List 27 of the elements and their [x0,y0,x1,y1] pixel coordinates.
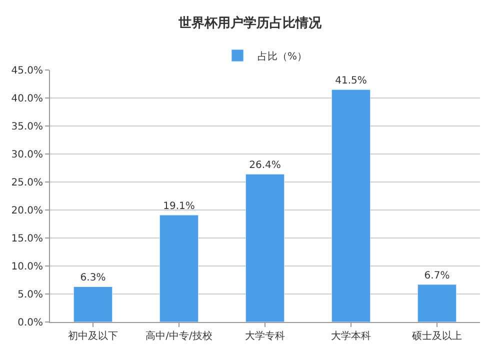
data-label: 19.1% [163,201,195,212]
x-tick-label: 大学本科 [331,330,371,342]
x-tick-label: 高中/中专/技校 [146,330,212,342]
y-tick-label: 45.0% [11,66,43,76]
y-tick-label: 30.0% [11,150,43,160]
bar [417,284,457,322]
bar [245,174,285,322]
y-tick-label: 5.0% [18,290,43,300]
legend-label: 占比（%） [258,50,308,62]
y-tick-label: 0.0% [18,318,43,328]
data-label: 6.7% [424,270,450,282]
y-tick-label: 25.0% [11,178,43,188]
bar [159,214,199,322]
data-label: 41.5% [335,76,367,87]
y-tick-label: 10.0% [11,262,43,272]
data-label: 26.4% [249,160,281,172]
x-tick-label: 大学专科 [245,330,285,342]
y-tick-label: 40.0% [11,94,43,104]
bar [73,286,113,322]
bar [331,89,371,322]
y-tick-label: 35.0% [11,122,43,132]
y-tick-label: 15.0% [11,234,43,244]
x-tick-label: 初中及以下 [68,330,118,342]
y-tick-label: 20.0% [11,206,43,216]
x-tick-label: 硕士及以上 [411,330,462,342]
chart-title: 世界杯用户学历占比情况 [178,15,322,32]
data-label: 6.3% [80,272,106,284]
